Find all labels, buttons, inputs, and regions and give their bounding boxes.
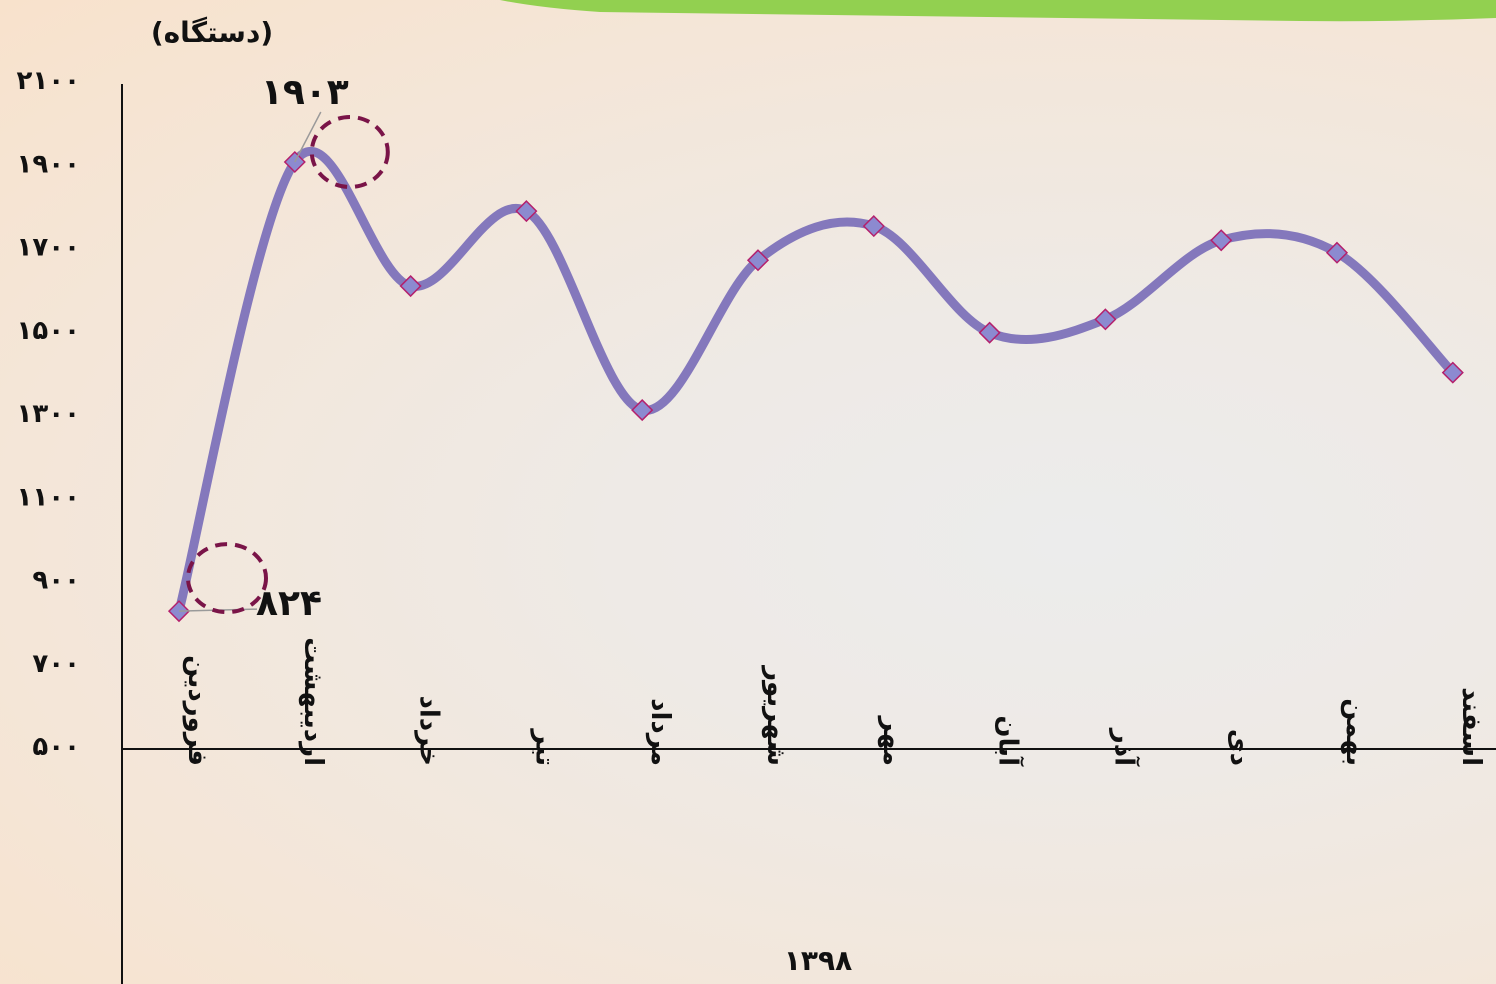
data-point-marker (631, 399, 654, 422)
y-tick-label: ۹۰۰ (32, 566, 80, 596)
x-tick-label: آبان (993, 715, 1025, 767)
x-tick-label: بهمن (1340, 698, 1370, 766)
x-tick-label: اسفند (1456, 687, 1486, 766)
data-point-marker (746, 249, 770, 272)
annotation-value-label: ۱۹۰۳ (261, 72, 349, 113)
unit-label: (دستگاه) (151, 16, 273, 49)
x-tick-label: شهریور (761, 664, 791, 766)
y-tick-label: ۱۵۰۰ (17, 316, 80, 346)
data-point-marker (1441, 361, 1464, 384)
highlight-circle (309, 115, 390, 190)
data-point-marker (1325, 241, 1349, 264)
data-point-marker (515, 200, 538, 223)
y-tick-label: ۲۱۰۰ (17, 66, 80, 96)
x-tick-label: خرداد (414, 695, 444, 766)
data-point-marker (978, 321, 1001, 344)
x-tick-label: مرداد (645, 698, 675, 766)
x-axis-title: ۱۳۹۸ (784, 944, 852, 977)
annotation-value-label: ۸۲۴ (256, 583, 322, 624)
y-tick-label: ۱۷۰۰ (17, 233, 80, 263)
highlight-circle (186, 542, 268, 615)
y-tick-labels: ۵۰۰ ۷۰۰ ۹۰۰ ۱۱۰۰ ۱۳۰۰ ۱۵۰۰ ۱۷۰۰ ۱۹۰۰ ۲۱۰۰ (17, 66, 80, 762)
x-tick-label: تیر (529, 727, 559, 766)
data-point-marker (862, 215, 885, 238)
x-tick-label: آذر (1108, 727, 1140, 767)
y-tick-label: ۱۱۰۰ (17, 482, 80, 512)
x-tick-labels: فروردین اردیبهشت خرداد تیر مرداد شهریور مهر آبا… (182, 637, 1486, 767)
x-tick-label: دی (1224, 729, 1254, 766)
data-point-marker (399, 274, 422, 298)
data-point-marker (1094, 308, 1117, 331)
annotation-leader-line (294, 111, 322, 163)
x-tick-label: فروردین (182, 655, 212, 766)
data-point-marker (1210, 229, 1233, 252)
y-tick-label: ۷۰۰ (32, 649, 80, 679)
annotations: ۸۲۴ ۱۹۰۳ (178, 72, 390, 624)
x-tick-label: اردیبهشت (298, 637, 328, 766)
top-banner (500, 0, 1496, 22)
x-tick-label: مهر (877, 715, 907, 766)
series-line (174, 147, 1458, 616)
y-tick-label: ۱۳۰۰ (17, 399, 80, 429)
y-tick-label: ۵۰۰ (32, 732, 80, 762)
y-tick-label: ۱۹۰۰ (17, 149, 80, 179)
